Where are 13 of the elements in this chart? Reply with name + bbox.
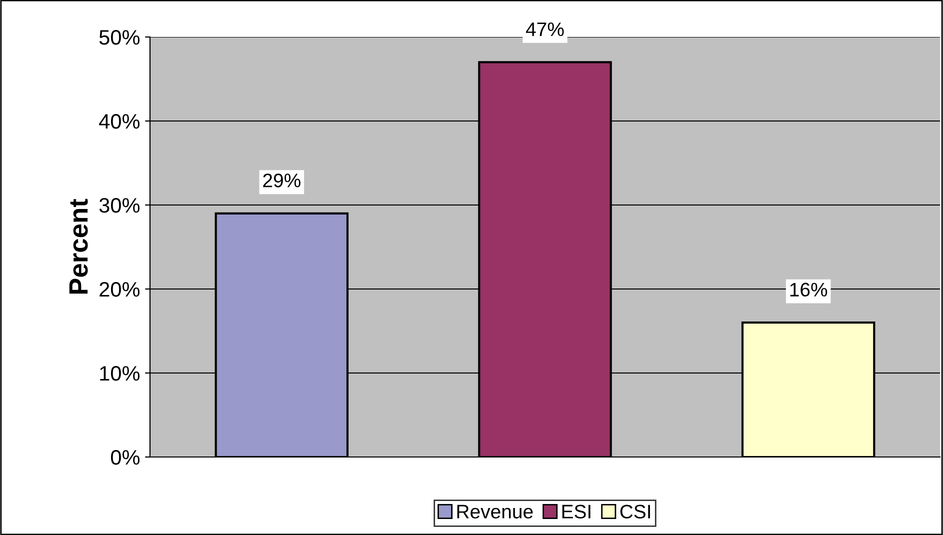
data-label: 47% [526,22,564,36]
y-tick-label: 0% [110,450,140,465]
legend-label: ESI [562,504,590,518]
data-label: 16% [790,282,828,297]
legend-label: Revenue [457,504,533,518]
legend-label: CSI [620,504,650,518]
y-tick-label: 10% [100,366,140,381]
y-tick-label: 20% [100,282,140,297]
y-tick-label: 30% [99,198,140,213]
y-tick-label: 50% [99,30,140,45]
y-axis-title: Percent [69,198,88,294]
y-tick-label: 40% [99,114,140,129]
data-label: 29% [263,174,300,188]
